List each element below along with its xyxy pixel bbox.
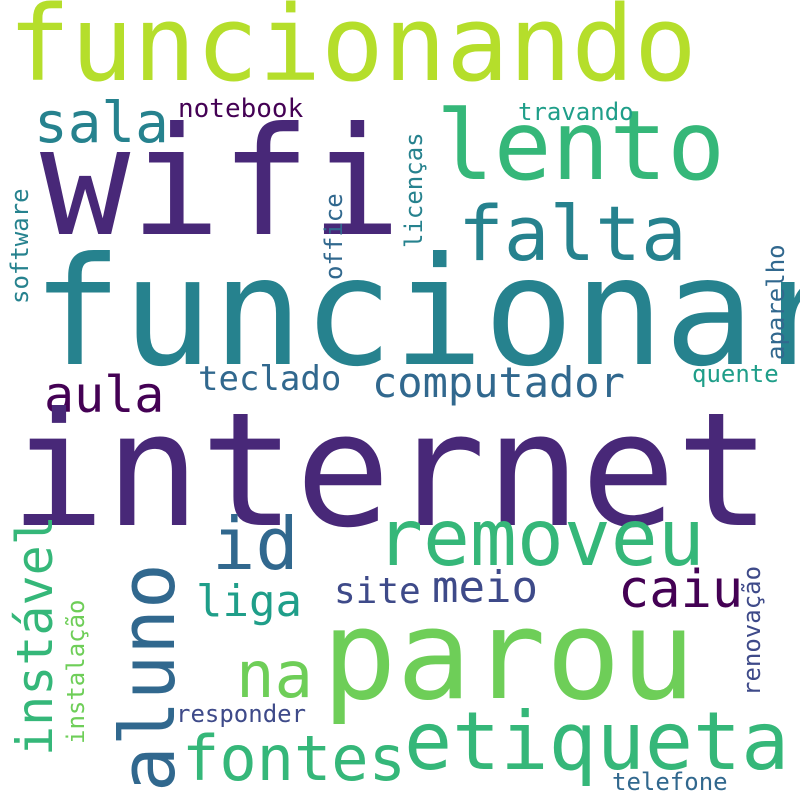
word-id: id [212,502,299,586]
word-removeu: removeu [376,494,705,584]
word-etiqueta: etiqueta [404,695,790,788]
word-licencas: licenças [400,132,428,248]
word-liga: liga [196,576,302,627]
word-office: office [320,193,348,280]
word-instalacao: instalação [62,599,90,745]
word-parou: parou [322,584,696,728]
word-telefone: telefone [612,768,728,796]
word-computador: computador [372,358,625,407]
word-funcionar: funcionar [32,226,800,400]
word-wifi: wifi [40,96,402,270]
word-travando: travando [518,98,634,126]
word-renovacao: renovação [738,565,766,696]
word-falta: falta [458,189,687,278]
word-na: na [236,639,314,713]
word-teclado: teclado [198,359,342,399]
word-caiu: caiu [618,560,744,620]
word-funcionando: funcionando [8,0,697,105]
word-notebook: notebook [178,94,304,124]
word-software: software [6,188,34,304]
word-lento: lento [436,90,725,202]
word-aula: aula [44,366,165,424]
word-fontes: fontes [182,722,406,795]
word-site: site [334,571,421,612]
word-internet: internet [10,379,771,563]
word-instavel: instável [6,515,64,756]
word-responder: responder [176,700,307,728]
word-meio: meio [432,562,538,613]
word-quente: quente [692,360,779,388]
word-aluno: aluno [103,563,192,792]
word-aparelho: aparelho [762,244,790,360]
word-sala: sala [34,91,169,156]
